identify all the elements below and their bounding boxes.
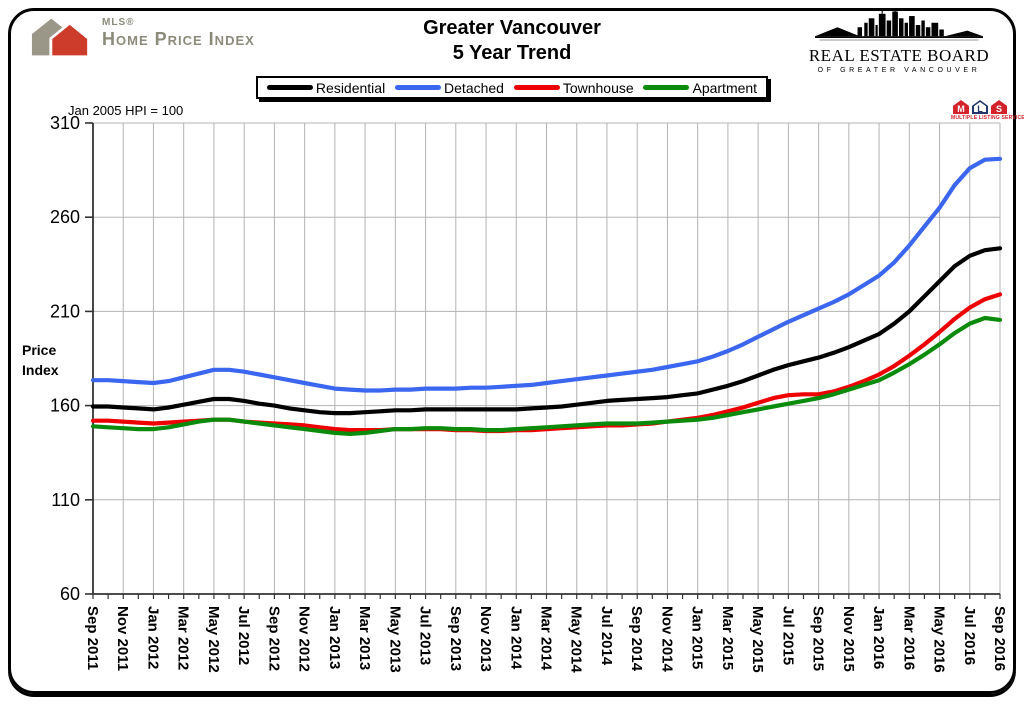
legend-label-townhouse: Townhouse bbox=[562, 79, 634, 96]
legend-swatch-townhouse bbox=[513, 85, 560, 90]
legend-swatch-detached bbox=[395, 85, 442, 90]
svg-text:60: 60 bbox=[60, 584, 80, 604]
mls-house-s-icon: S bbox=[991, 100, 1007, 114]
hpi-houses-icon bbox=[31, 18, 91, 58]
svg-text:Jan 2014: Jan 2014 bbox=[507, 606, 524, 670]
svg-text:Mar 2013: Mar 2013 bbox=[356, 606, 373, 670]
y-axis-title: Price Index bbox=[22, 340, 59, 380]
rebgv-logo: REAL ESTATE BOARD OF GREATER VANCOUVER bbox=[804, 7, 994, 74]
svg-text:Jul 2014: Jul 2014 bbox=[598, 606, 615, 666]
svg-text:210: 210 bbox=[50, 301, 80, 321]
svg-text:Nov 2014: Nov 2014 bbox=[658, 606, 675, 673]
svg-text:160: 160 bbox=[50, 396, 80, 416]
hpi-logo-text: MLS® Home Price Index bbox=[102, 16, 255, 49]
base-index-note: Jan 2005 HPI = 100 bbox=[68, 103, 184, 118]
svg-text:Sep 2014: Sep 2014 bbox=[628, 606, 645, 672]
svg-text:Jul 2013: Jul 2013 bbox=[417, 606, 434, 665]
svg-text:Sep 2015: Sep 2015 bbox=[810, 606, 827, 671]
rebgv-subtitle: OF GREATER VANCOUVER bbox=[817, 67, 981, 74]
mls-badge-caption: MULTIPLE LISTING SERVICE® bbox=[951, 115, 1024, 121]
svg-text:Jul 2015: Jul 2015 bbox=[779, 606, 796, 665]
svg-text:Sep 2016: Sep 2016 bbox=[991, 606, 1008, 671]
svg-text:Sep 2012: Sep 2012 bbox=[265, 606, 282, 671]
hpi-logo-name: Home Price Index bbox=[102, 29, 255, 49]
y-axis-title-line-2: Index bbox=[22, 362, 59, 378]
legend-label-detached: Detached bbox=[444, 79, 504, 96]
svg-text:Sep 2013: Sep 2013 bbox=[447, 606, 464, 671]
svg-text:Sep 2011: Sep 2011 bbox=[84, 606, 101, 670]
svg-text:Nov 2015: Nov 2015 bbox=[840, 606, 857, 672]
svg-text:110: 110 bbox=[51, 490, 80, 510]
legend-item-apartment: Apartment bbox=[643, 80, 757, 96]
svg-text:Nov 2012: Nov 2012 bbox=[296, 606, 313, 672]
svg-text:Nov 2013: Nov 2013 bbox=[477, 606, 494, 672]
svg-text:Jan 2016: Jan 2016 bbox=[870, 606, 887, 669]
title-line-2: 5 Year Trend bbox=[452, 42, 572, 64]
mls-badge-houses: M L S bbox=[951, 100, 1009, 114]
svg-text:310: 310 bbox=[50, 113, 80, 133]
svg-text:Mar 2012: Mar 2012 bbox=[175, 606, 192, 670]
hpi-logo-brand: MLS® bbox=[102, 17, 135, 28]
svg-text:May 2014: May 2014 bbox=[568, 606, 585, 673]
svg-text:May 2015: May 2015 bbox=[749, 606, 766, 673]
svg-text:May 2016: May 2016 bbox=[931, 606, 948, 673]
legend-item-residential: Residential bbox=[266, 79, 386, 96]
svg-text:Mar 2015: Mar 2015 bbox=[719, 606, 736, 670]
legend-item-townhouse: Townhouse bbox=[513, 79, 634, 96]
svg-text:Jan 2013: Jan 2013 bbox=[326, 606, 343, 669]
title-line-1: Greater Vancouver bbox=[423, 17, 601, 39]
legend-swatch-residential bbox=[266, 85, 313, 90]
mls-badge: M L S MULTIPLE LISTING SERVICE® bbox=[951, 100, 1024, 121]
svg-text:Nov 2011: Nov 2011 bbox=[114, 606, 131, 671]
page-title: Greater Vancouver 5 Year Trend bbox=[0, 16, 1024, 66]
mls-house-l-letter: L bbox=[974, 102, 986, 112]
svg-text:Jan 2015: Jan 2015 bbox=[689, 606, 706, 669]
svg-text:Jan 2012: Jan 2012 bbox=[144, 606, 161, 669]
svg-text:Mar 2016: Mar 2016 bbox=[900, 606, 917, 670]
legend-item-detached: Detached bbox=[395, 80, 504, 96]
svg-text:260: 260 bbox=[50, 207, 80, 227]
mls-house-l-icon: L bbox=[972, 100, 988, 114]
legend-label-residential: Residential bbox=[315, 79, 386, 96]
legend-label-apartment: Apartment bbox=[692, 79, 758, 96]
hpi-logo: MLS® Home Price Index bbox=[30, 16, 255, 58]
legend-swatch-apartment bbox=[643, 85, 690, 90]
svg-text:May 2012: May 2012 bbox=[205, 606, 222, 673]
y-axis-title-line-1: Price bbox=[22, 342, 57, 358]
legend: Residential Detached Townhouse Apartment bbox=[256, 76, 768, 99]
svg-text:May 2013: May 2013 bbox=[386, 606, 403, 673]
svg-text:Mar 2014: Mar 2014 bbox=[538, 606, 555, 671]
mls-house-m-icon: M bbox=[953, 100, 969, 114]
skyline-icon bbox=[815, 7, 983, 41]
svg-text:Jul 2016: Jul 2016 bbox=[961, 606, 978, 665]
svg-text:Jul 2012: Jul 2012 bbox=[235, 606, 252, 665]
rebgv-name: REAL ESTATE BOARD bbox=[808, 46, 990, 65]
